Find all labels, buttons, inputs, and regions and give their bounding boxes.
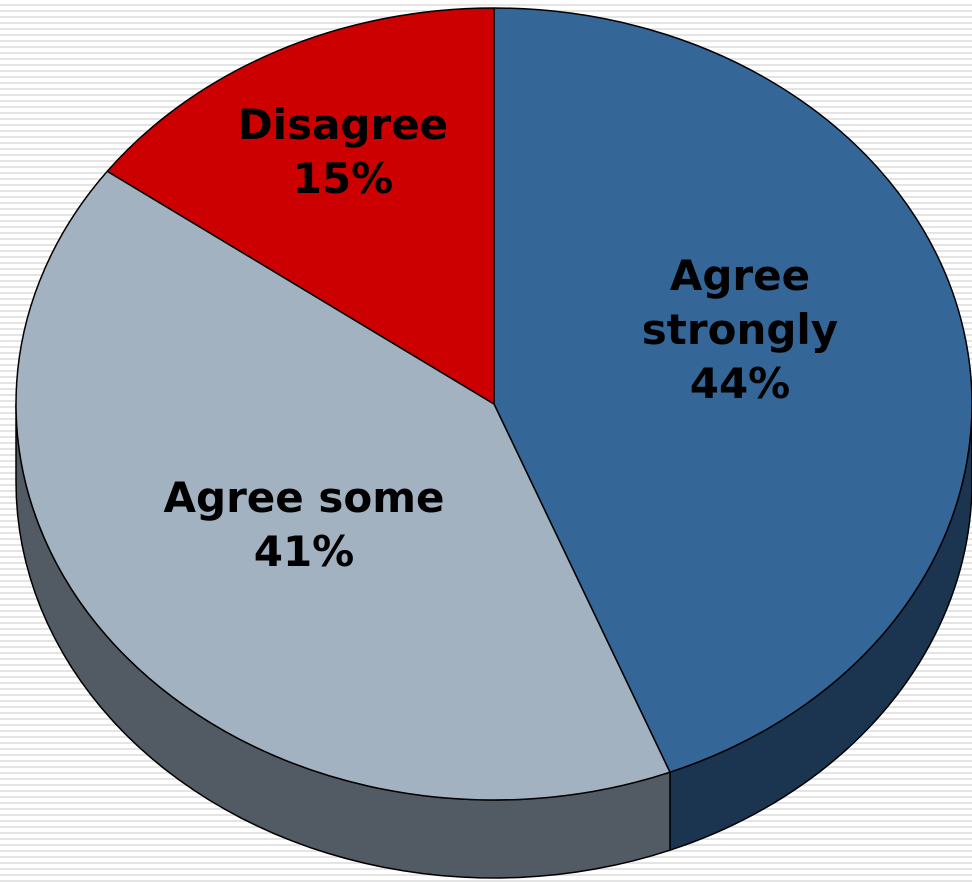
slice-category: Agree (670, 251, 810, 300)
slice-percent: 41% (254, 527, 355, 576)
slice-percent: 15% (293, 154, 394, 203)
slice-percent: 44% (690, 359, 791, 408)
slice-label-disagree: Disagree 15% (238, 100, 448, 203)
slice-category: Agree some (164, 473, 445, 522)
slice-label-agree-strongly: Agree strongly 44% (642, 251, 838, 408)
slice-category: strongly (642, 305, 838, 354)
pie-labels: Agree strongly 44% Agree some 41% Disagree 15% (164, 100, 839, 576)
slice-category: Disagree (238, 100, 448, 149)
slice-label-agree-some: Agree some 41% (164, 473, 445, 576)
pie-slice-disagree (106, 7, 495, 405)
pie-slice-agree-some (15, 170, 671, 801)
pie-slice-agree-strongly (493, 7, 972, 773)
pie-slices (15, 7, 972, 801)
